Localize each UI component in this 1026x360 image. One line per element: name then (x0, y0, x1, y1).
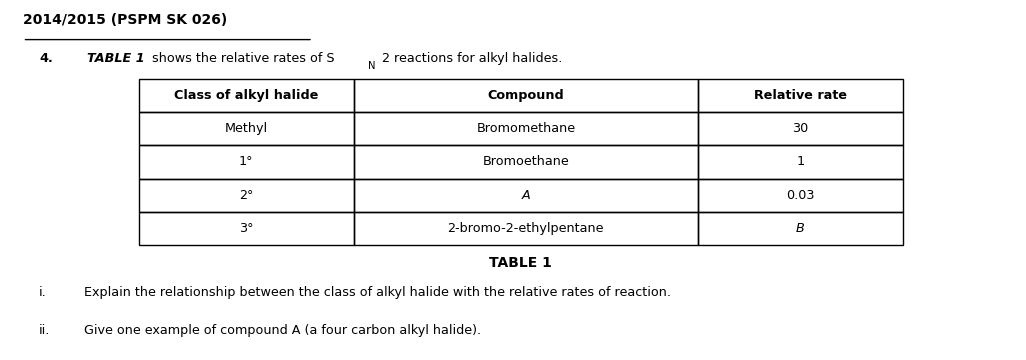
Text: 1°: 1° (239, 156, 253, 168)
Bar (698, 179, 903, 212)
Bar (354, 179, 698, 212)
Text: 1: 1 (796, 156, 804, 168)
Text: 3°: 3° (239, 222, 253, 235)
Text: TABLE 1: TABLE 1 (87, 52, 145, 65)
Bar (698, 145, 903, 179)
Text: N: N (368, 61, 376, 71)
Text: Compound: Compound (487, 89, 564, 102)
Bar (139, 79, 354, 112)
Bar (354, 145, 698, 179)
Bar (354, 212, 698, 245)
Text: 2 reactions for alkyl halides.: 2 reactions for alkyl halides. (382, 52, 562, 65)
Text: Methyl: Methyl (225, 122, 268, 135)
Text: B: B (796, 222, 804, 235)
Text: Relative rate: Relative rate (754, 89, 846, 102)
Bar (139, 145, 354, 179)
Text: Bromomethane: Bromomethane (476, 122, 576, 135)
Bar (698, 112, 903, 145)
Bar (354, 79, 698, 112)
Text: 0.03: 0.03 (786, 189, 815, 202)
Bar (139, 179, 354, 212)
Bar (139, 112, 354, 145)
Bar (698, 212, 903, 245)
Text: ii.: ii. (39, 324, 50, 337)
Text: Give one example of compound A (a four carbon alkyl halide).: Give one example of compound A (a four c… (84, 324, 481, 337)
Text: 30: 30 (792, 122, 808, 135)
Text: shows the relative rates of S: shows the relative rates of S (148, 52, 334, 65)
Bar (698, 79, 903, 112)
Text: 2014/2015 (PSPM SK 026): 2014/2015 (PSPM SK 026) (23, 13, 227, 27)
Text: i.: i. (39, 286, 47, 299)
Text: 2°: 2° (239, 189, 253, 202)
Bar (354, 112, 698, 145)
Text: Bromoethane: Bromoethane (482, 156, 569, 168)
Text: TABLE 1: TABLE 1 (489, 256, 552, 270)
Text: 2-bromo-2-ethylpentane: 2-bromo-2-ethylpentane (447, 222, 604, 235)
Text: A: A (521, 189, 530, 202)
Text: Explain the relationship between the class of alkyl halide with the relative rat: Explain the relationship between the cla… (84, 286, 671, 299)
Text: 4.: 4. (39, 52, 52, 65)
Text: Class of alkyl halide: Class of alkyl halide (174, 89, 318, 102)
Bar (139, 212, 354, 245)
